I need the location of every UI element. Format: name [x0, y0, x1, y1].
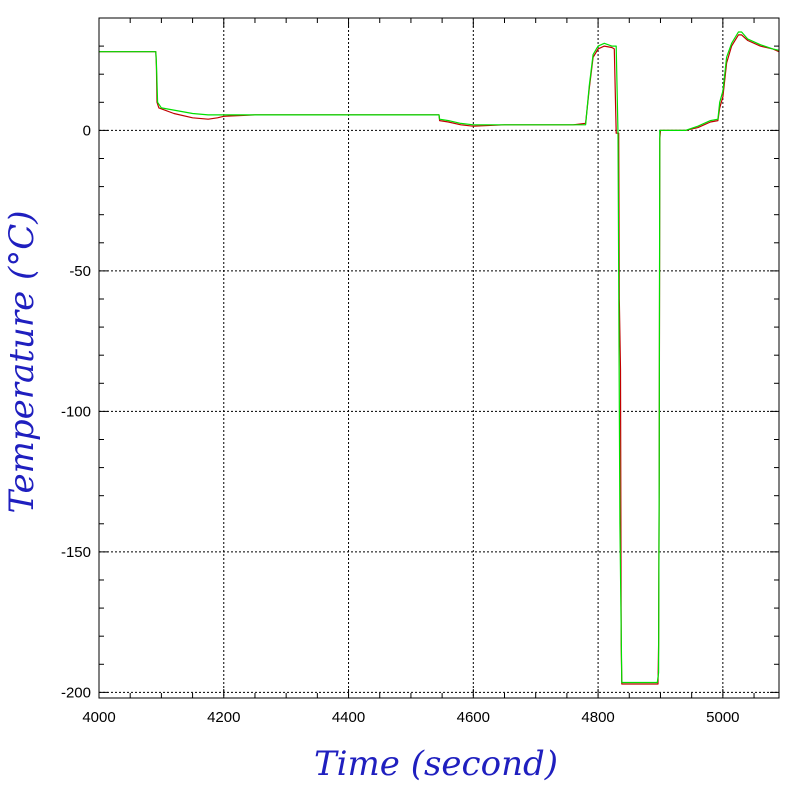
- axis-ticks: [98, 17, 779, 698]
- y-tick-label: -100: [61, 403, 91, 420]
- x-tick-label: 4600: [457, 709, 490, 726]
- x-tick-label: 4200: [207, 709, 240, 726]
- y-tick-label: -200: [61, 684, 91, 701]
- series-line-1: [99, 34, 780, 685]
- x-tick-label: 5000: [706, 709, 739, 726]
- x-tick-label: 4400: [332, 709, 365, 726]
- plot-frame: [98, 17, 780, 699]
- series-line-2: [99, 31, 780, 684]
- y-tick-label: -150: [61, 544, 91, 561]
- y-tick-label: -50: [69, 263, 91, 280]
- x-tick-label: 4800: [581, 709, 614, 726]
- series-lines: [99, 31, 780, 685]
- y-tick-label: 0: [83, 122, 91, 139]
- y-tick-labels: 0 -50 -100 -150 -200: [61, 122, 91, 701]
- x-axis-title: Time (second): [314, 744, 558, 784]
- x-tick-labels: 4000 4200 4400 4600 4800 5000: [82, 709, 739, 726]
- grid-lines: [99, 18, 779, 698]
- y-axis-title: Temperature (°C): [2, 210, 42, 513]
- x-tick-label: 4000: [82, 709, 115, 726]
